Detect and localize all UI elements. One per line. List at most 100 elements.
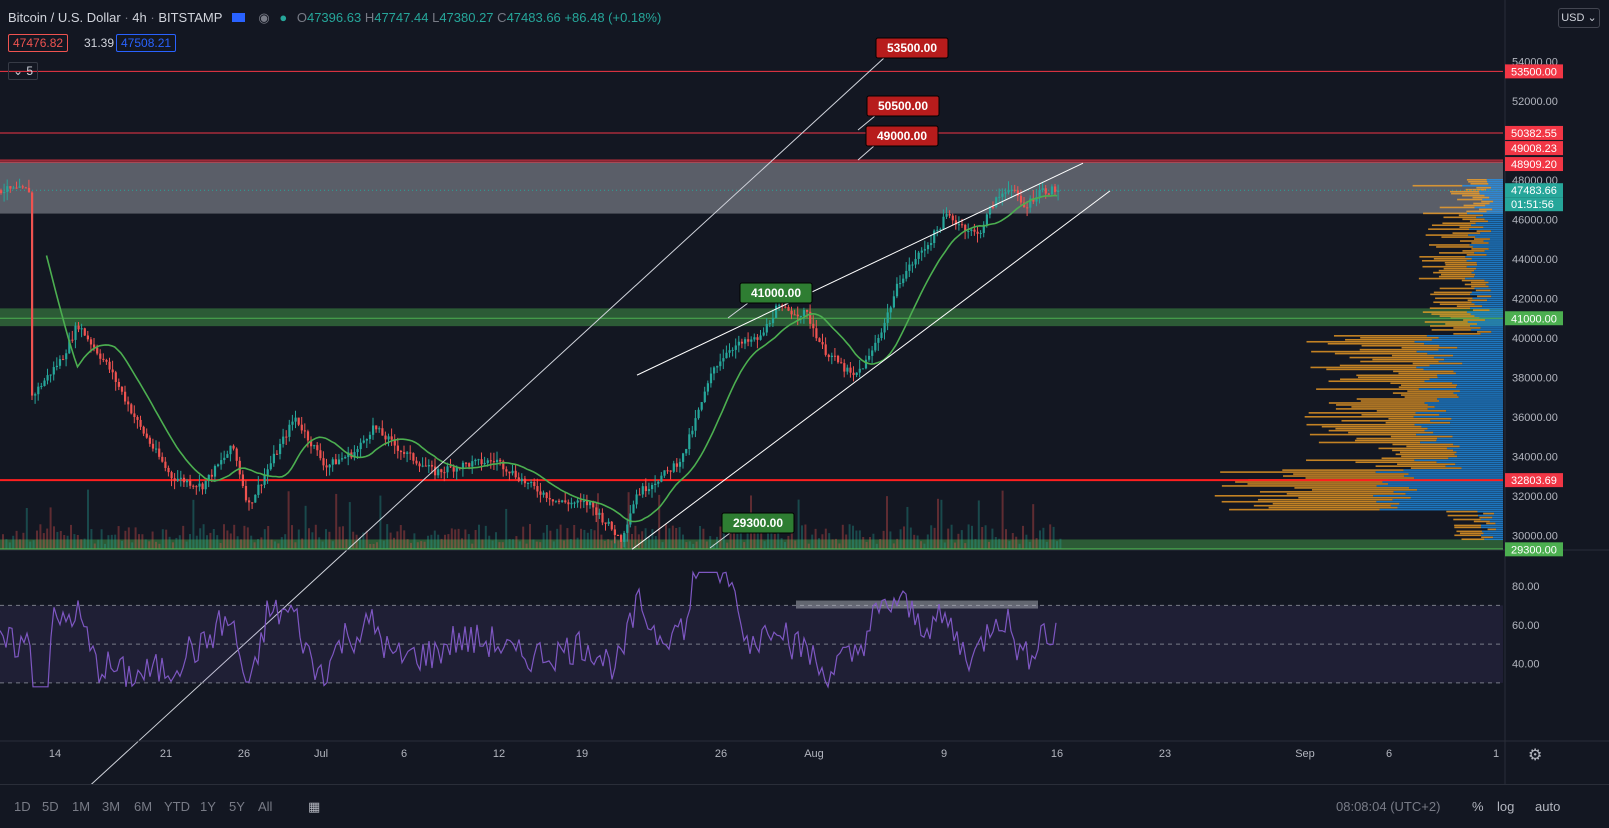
volume-profile-bar — [1408, 473, 1503, 475]
wedge-upper-trendline[interactable] — [636, 162, 1084, 376]
clock[interactable]: 08:08:04 (UTC+2) — [1336, 799, 1441, 814]
price-tick: 40000.00 — [1512, 333, 1558, 345]
candle-body — [725, 352, 728, 359]
countdown-bg — [1505, 197, 1563, 212]
log-toggle[interactable]: log — [1497, 799, 1515, 814]
volume-profile-bar — [1458, 396, 1503, 398]
range-1y[interactable]: 1Y — [200, 799, 216, 814]
volume-bar — [90, 529, 93, 549]
time-tick: 19 — [576, 748, 588, 760]
range-ytd[interactable]: YTD — [164, 799, 190, 814]
candle-body — [595, 507, 598, 515]
wedge-lower-trendline[interactable] — [631, 190, 1111, 550]
range-1d[interactable]: 1D — [14, 799, 31, 814]
range-1m[interactable]: 1M — [72, 799, 91, 814]
volume-bar — [855, 530, 858, 549]
volume-profile-bar — [1427, 408, 1503, 410]
candle-body — [279, 443, 282, 455]
volume-profile-bar — [1335, 408, 1428, 410]
axis-label-49008[interactable]: 49008.23 — [1511, 143, 1557, 155]
axis-label-50382[interactable]: 50382.55 — [1511, 128, 1557, 140]
volume-bar — [8, 542, 11, 549]
candle-body — [285, 436, 288, 438]
candle-body — [46, 375, 49, 381]
candle-body — [762, 332, 765, 336]
callout-50500-box[interactable] — [866, 95, 940, 117]
eye-icon[interactable]: ◉ — [258, 10, 270, 25]
volume-profile-bar — [1489, 309, 1503, 311]
volume-profile-bar — [1294, 487, 1410, 489]
axis-label-29300[interactable]: 29300.00 — [1511, 544, 1557, 556]
candle-body — [827, 354, 830, 358]
volume-profile-bar — [1399, 451, 1457, 454]
volume-profile-bar — [1422, 311, 1467, 313]
bid-price[interactable]: 47476.82 — [8, 34, 69, 52]
volume-profile-bar — [1433, 301, 1472, 304]
volume-bar — [233, 524, 236, 549]
ask-price[interactable]: 47508.21 — [116, 34, 177, 52]
percent-toggle[interactable]: % — [1472, 799, 1484, 814]
candle-body — [269, 463, 272, 470]
volume-bar — [70, 524, 72, 549]
currency-button[interactable]: USD ⌄ — [1558, 8, 1600, 28]
range-all[interactable]: All — [258, 799, 273, 814]
axis-label-last[interactable]: 47483.66 — [1511, 185, 1557, 197]
volume-profile-bar — [1475, 222, 1503, 225]
interval[interactable]: 4h — [132, 10, 147, 25]
candle-body — [1010, 189, 1013, 191]
calendar-icon[interactable]: ▦ — [308, 799, 321, 814]
volume-profile-bar — [1418, 388, 1503, 390]
range-5y[interactable]: 5Y — [229, 799, 245, 814]
range-5d[interactable]: 5D — [42, 799, 59, 814]
candle-body — [536, 486, 539, 492]
callout-29300-box[interactable] — [721, 512, 795, 534]
volume-bar — [474, 529, 477, 549]
volume-bar — [42, 533, 45, 549]
volume-profile-bar — [1433, 291, 1472, 294]
indicators-toggle[interactable]: ⌄ 5 — [8, 62, 39, 80]
candle-body — [148, 437, 151, 444]
volume-bar — [964, 543, 967, 549]
candle-body — [105, 359, 108, 362]
axis-label-53500[interactable]: 53500.00 — [1511, 66, 1557, 78]
candle-body — [703, 391, 706, 403]
candle-body — [1050, 186, 1054, 195]
volume-bar — [294, 542, 297, 549]
time-tick: 1 — [1493, 748, 1499, 760]
candle-body — [251, 502, 254, 504]
price-tick: 44000.00 — [1512, 254, 1558, 266]
volume-profile-bar — [1406, 445, 1460, 448]
candle-body — [945, 214, 948, 217]
auto-toggle[interactable]: auto — [1535, 799, 1561, 814]
volume-bar — [263, 529, 266, 549]
zone-green-1 — [0, 308, 1503, 327]
volume-profile-bar — [1253, 504, 1391, 507]
70-box[interactable] — [875, 37, 949, 59]
axis-label-48909[interactable]: 48909.20 — [1511, 159, 1557, 171]
symbol-name[interactable]: Bitcoin / U.S. Dollar — [8, 10, 121, 25]
settings-gear-icon[interactable]: ⚙ — [1528, 747, 1543, 764]
volume-bar — [525, 543, 528, 549]
volume-bar — [216, 535, 219, 549]
candle-body — [359, 442, 362, 450]
price-tick: 32000.00 — [1512, 491, 1558, 503]
range-6m[interactable]: 6M — [134, 799, 153, 814]
candle-body — [936, 229, 939, 231]
axis-label-32803[interactable]: 32803.69 — [1511, 475, 1557, 487]
price-tick: 52000.00 — [1512, 96, 1558, 108]
candle-body — [644, 486, 647, 492]
callout-41000-box[interactable] — [739, 282, 813, 304]
symbol-header: Bitcoin / U.S. Dollar · 4h · BITSTAMP ◉ … — [8, 10, 662, 25]
volume-bar — [121, 540, 123, 549]
volume-bar — [882, 530, 885, 549]
volume-profile-bar — [1445, 465, 1503, 467]
axis-label-41000[interactable]: 41000.00 — [1511, 313, 1557, 325]
candle-body — [471, 461, 474, 467]
candle-body — [452, 467, 455, 472]
range-3m[interactable]: 3M — [102, 799, 121, 814]
volume-profile-bar — [1493, 536, 1503, 539]
candle-body — [381, 428, 384, 436]
volume-profile-bar — [1378, 447, 1447, 450]
callout-49000-box[interactable] — [865, 125, 939, 147]
